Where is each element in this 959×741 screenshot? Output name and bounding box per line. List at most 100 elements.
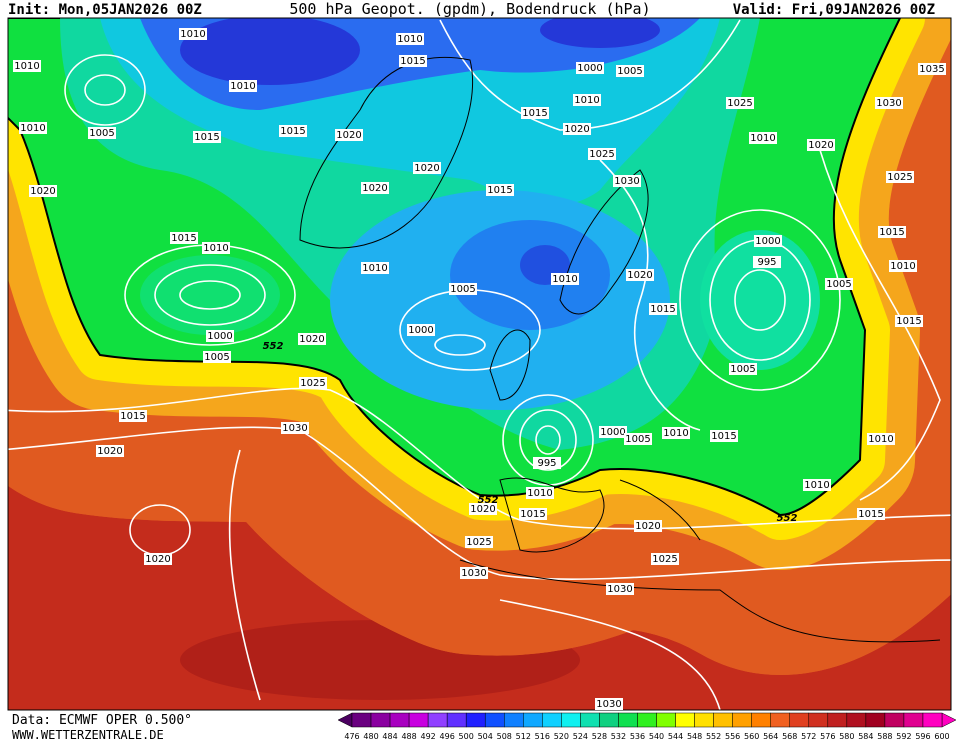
isobar-label-box xyxy=(895,315,923,327)
isobar-label: 1020 xyxy=(97,446,122,457)
map-title: 500 hPa Geopot. (gpdm), Bodendruck (hPa) xyxy=(289,0,650,18)
isobar-label-box xyxy=(918,63,946,75)
isobar-label-box xyxy=(396,33,424,45)
isobar-label: 1015 xyxy=(487,185,512,196)
isobar-label: 1005 xyxy=(617,66,642,77)
isobar-label-box xyxy=(726,97,754,109)
isobar-label: 1000 xyxy=(207,331,232,342)
legend-swatch xyxy=(751,712,771,728)
isobar-label: 1010 xyxy=(868,434,893,445)
isobar-label: 1005 xyxy=(826,279,851,290)
valid-time: Valid: Fri,09JAN2026 00Z xyxy=(733,2,935,18)
isobar-label: 1015 xyxy=(120,411,145,422)
isobar-label: 1030 xyxy=(282,423,307,434)
isobar-label-box xyxy=(449,283,477,295)
legend-swatch xyxy=(523,712,543,728)
isobar-label: 1030 xyxy=(876,98,901,109)
isobar-label-box xyxy=(886,171,914,183)
isobar-label: 1020 xyxy=(362,183,387,194)
legend-swatch xyxy=(504,712,524,728)
isobar-label-box xyxy=(753,256,781,268)
isobar-label-box xyxy=(613,175,641,187)
legend-label: 544 xyxy=(668,732,683,741)
isobar-label-box xyxy=(206,330,234,342)
legend-swatch xyxy=(865,712,886,728)
isobar-label: 1005 xyxy=(89,128,114,139)
legend-swatch xyxy=(446,712,467,728)
isobar-label-box xyxy=(170,232,198,244)
legend-swatch xyxy=(675,712,695,728)
isobar-label-box xyxy=(469,503,497,515)
legend-label: 528 xyxy=(592,732,607,741)
legend-label: 516 xyxy=(535,732,550,741)
legend-label: 484 xyxy=(382,732,397,741)
isobar-label-box xyxy=(526,487,554,499)
isobar-label-box xyxy=(729,363,757,375)
isobar-label-box xyxy=(875,97,903,109)
legend-label: 588 xyxy=(877,732,892,741)
isobar-label: 1015 xyxy=(522,108,547,119)
isobar-label-box xyxy=(878,226,906,238)
isobar-label: 1025 xyxy=(589,149,614,160)
isobar-label-box xyxy=(857,508,885,520)
geopotential-label: 552 xyxy=(478,495,499,506)
isobar-label-box xyxy=(298,333,326,345)
isobar-label: 1025 xyxy=(887,172,912,183)
legend-label: 568 xyxy=(782,732,797,741)
isobar-label: 1000 xyxy=(600,427,625,438)
isobar-label-box xyxy=(649,303,677,315)
isobar-label: 1020 xyxy=(299,334,324,345)
isobar-label: 1020 xyxy=(564,124,589,135)
legend-swatch xyxy=(770,712,790,728)
isobar-label: 995 xyxy=(537,458,556,469)
isobar-label-box xyxy=(563,123,591,135)
isobar-label: 1000 xyxy=(755,236,780,247)
isobar-label-box xyxy=(361,182,389,194)
isobar-label-box xyxy=(465,536,493,548)
isobar-label-box xyxy=(521,107,549,119)
isobar-label-box xyxy=(573,94,601,106)
isobar-label: 1025 xyxy=(300,378,325,389)
legend-label: 600 xyxy=(934,732,949,741)
isobar-label-box xyxy=(202,242,230,254)
isobar-label: 1010 xyxy=(804,480,829,491)
isobar-label-box xyxy=(29,185,57,197)
legend-label: 552 xyxy=(706,732,721,741)
legend-label: 488 xyxy=(401,732,416,741)
legend-label: 540 xyxy=(649,732,664,741)
isobar-label-box xyxy=(576,62,604,74)
legend-arrow xyxy=(941,712,957,728)
isobar-label: 1010 xyxy=(230,81,255,92)
legend-swatch xyxy=(713,712,733,728)
isobar-label-box xyxy=(486,184,514,196)
isobar-label: 1010 xyxy=(527,488,552,499)
legend-label: 500 xyxy=(459,732,474,741)
isobar-label-box xyxy=(551,273,579,285)
legend-swatch xyxy=(542,712,562,728)
isobar-label-box xyxy=(533,457,561,469)
isobar-label: 1015 xyxy=(520,509,545,520)
legend-label: 560 xyxy=(744,732,759,741)
isobar-label: 1020 xyxy=(635,521,660,532)
isobar-label: 1030 xyxy=(607,584,632,595)
isobar-label-box xyxy=(803,479,831,491)
geopotential-label: 552 xyxy=(263,341,284,352)
isobar-label-box xyxy=(203,351,231,363)
isobar-label: 1015 xyxy=(650,304,675,315)
legend-label: 504 xyxy=(478,732,493,741)
legend-label: 576 xyxy=(820,732,835,741)
legend-arrow xyxy=(337,712,353,728)
legend-label: 512 xyxy=(516,732,531,741)
init-time: Init: Mon,05JAN2026 00Z xyxy=(8,2,202,18)
isobar-label-box xyxy=(399,55,427,67)
legend-swatch xyxy=(846,712,867,728)
isobar-label: 1020 xyxy=(627,270,652,281)
isobar-label-box xyxy=(144,553,172,565)
isobar-label: 1015 xyxy=(171,233,196,244)
isobar-label: 1020 xyxy=(336,130,361,141)
isobar-label-box xyxy=(807,139,835,151)
isobar-label-box xyxy=(634,520,662,532)
legend-label: 492 xyxy=(420,732,435,741)
isobar-label: 1000 xyxy=(577,63,602,74)
